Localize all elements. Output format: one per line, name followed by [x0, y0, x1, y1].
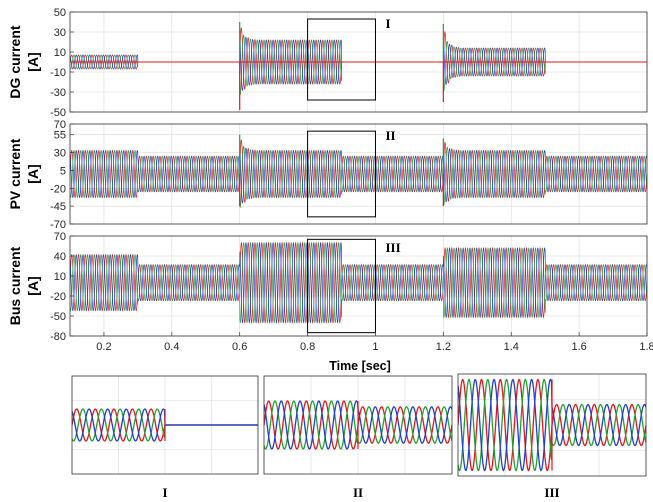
y-axis-label: PV current — [7, 138, 23, 209]
y-tick-label: -45 — [50, 201, 66, 213]
y-tick-label: -30 — [50, 87, 66, 99]
zoom-box-III — [307, 238, 376, 334]
phase-phase-a-line — [70, 27, 647, 90]
y-tick-label: 70 — [54, 231, 66, 243]
y-tick-label: 5 — [60, 165, 66, 177]
y-tick-label: 50 — [54, 7, 66, 19]
x-tick-label: 1.4 — [504, 341, 519, 353]
x-tick-label: 0.4 — [164, 341, 179, 353]
phase-phase-b-line — [70, 34, 647, 96]
y-axis-unit: [A] — [25, 276, 41, 295]
y-tick-label: 10 — [54, 271, 66, 283]
inset-label: II — [353, 485, 363, 500]
y-tick-label: -80 — [50, 331, 66, 343]
zoom-inset-II: II — [263, 375, 453, 500]
y-tick-label: -20 — [50, 183, 66, 195]
x-tick-label: 1 — [372, 341, 378, 353]
zoom-box-I — [307, 18, 376, 101]
zoom-box-II — [307, 130, 376, 218]
y-tick-label: 30 — [54, 148, 66, 160]
inset-frame — [263, 375, 453, 475]
inset-frame — [71, 375, 259, 475]
y-axis-label: DG current — [7, 25, 23, 98]
y-axis-label: Bus current — [7, 246, 23, 325]
phase-phase-a-line — [70, 241, 647, 324]
x-axis: 0.2 0.4 0.6 0.8 1 1.2 1.4 1.6 1.8 — [96, 332, 653, 353]
zoom-box-label: III — [385, 240, 400, 255]
zoom-inset-I: I — [71, 375, 259, 500]
waveforms — [70, 22, 647, 110]
phase-phase-a-line — [70, 139, 647, 203]
y-tick-label: -50 — [50, 107, 66, 119]
plot-frame — [69, 235, 648, 337]
zoom-inset-III: III — [457, 373, 647, 500]
y-tick-label: -50 — [50, 311, 66, 323]
y-tick-label: 40 — [54, 251, 66, 263]
inset-label: III — [544, 485, 559, 500]
plot-frame — [69, 123, 648, 225]
phase-phase-c-line — [70, 147, 647, 204]
zoom-box-label: II — [385, 128, 395, 143]
x-tick-label: 0.8 — [300, 341, 315, 353]
zoom-insets: I II III — [71, 373, 647, 500]
inset-label: I — [162, 485, 167, 500]
inset-frame — [457, 373, 647, 477]
phase-phase-c-line — [70, 241, 647, 324]
phase-phase-b-line — [70, 145, 647, 209]
y-tick-label: -10 — [50, 67, 66, 79]
y-tick-label: -70 — [50, 219, 66, 231]
phase-phase-b-line — [70, 242, 647, 324]
plot-frame — [69, 11, 648, 113]
phase-phase-c-line — [70, 35, 647, 91]
x-axis-label: Time [sec] — [329, 359, 391, 373]
y-axis-unit: [A] — [25, 52, 41, 71]
x-tick-label: 0.6 — [232, 341, 247, 353]
waveforms — [70, 241, 647, 324]
zoom-box-label: I — [385, 16, 390, 31]
x-tick-label: 1.6 — [571, 341, 586, 353]
y-tick-label: 70 — [54, 119, 66, 131]
panel-bus: -80 -50 -20 10 40 70 Bus current [A] III — [7, 231, 648, 343]
y-tick-label: 30 — [54, 27, 66, 39]
x-tick-label: 1.2 — [436, 341, 451, 353]
x-tick-label: 0.2 — [96, 341, 111, 353]
y-axis-unit: [A] — [25, 164, 41, 183]
y-tick-label: 10 — [54, 47, 66, 59]
x-tick-label: 1.8 — [639, 341, 653, 353]
panel-dg: -50 -30 -10 10 30 50 DG current [A] I — [7, 7, 648, 119]
y-tick-label: -20 — [50, 291, 66, 303]
y-tick-label: 55 — [54, 130, 66, 142]
waveforms — [70, 134, 647, 209]
